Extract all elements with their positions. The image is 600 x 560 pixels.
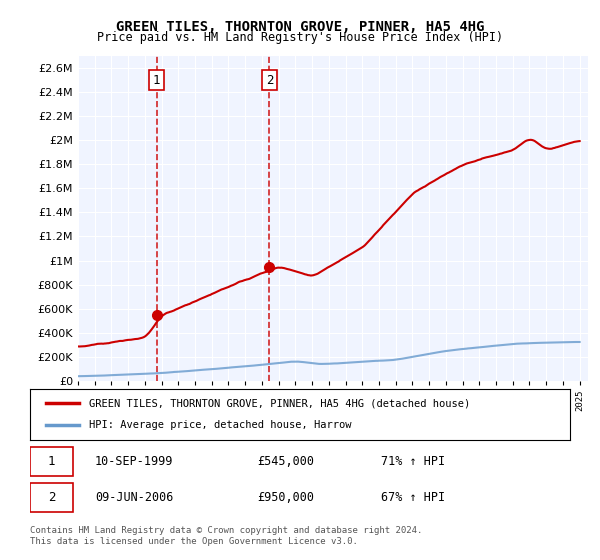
FancyBboxPatch shape <box>30 447 73 475</box>
Text: 2: 2 <box>266 73 273 87</box>
Text: GREEN TILES, THORNTON GROVE, PINNER, HA5 4HG: GREEN TILES, THORNTON GROVE, PINNER, HA5… <box>116 20 484 34</box>
Text: 1: 1 <box>48 455 55 468</box>
Text: £545,000: £545,000 <box>257 455 314 468</box>
Text: Price paid vs. HM Land Registry's House Price Index (HPI): Price paid vs. HM Land Registry's House … <box>97 31 503 44</box>
Text: 10-SEP-1999: 10-SEP-1999 <box>95 455 173 468</box>
Text: 67% ↑ HPI: 67% ↑ HPI <box>381 491 445 504</box>
Text: GREEN TILES, THORNTON GROVE, PINNER, HA5 4HG (detached house): GREEN TILES, THORNTON GROVE, PINNER, HA5… <box>89 398 470 408</box>
Text: 2: 2 <box>48 491 55 504</box>
Text: 09-JUN-2006: 09-JUN-2006 <box>95 491 173 504</box>
Text: 1: 1 <box>153 73 160 87</box>
Text: £950,000: £950,000 <box>257 491 314 504</box>
Text: Contains HM Land Registry data © Crown copyright and database right 2024.
This d: Contains HM Land Registry data © Crown c… <box>30 526 422 546</box>
Text: 71% ↑ HPI: 71% ↑ HPI <box>381 455 445 468</box>
FancyBboxPatch shape <box>30 483 73 512</box>
Text: HPI: Average price, detached house, Harrow: HPI: Average price, detached house, Harr… <box>89 421 352 431</box>
